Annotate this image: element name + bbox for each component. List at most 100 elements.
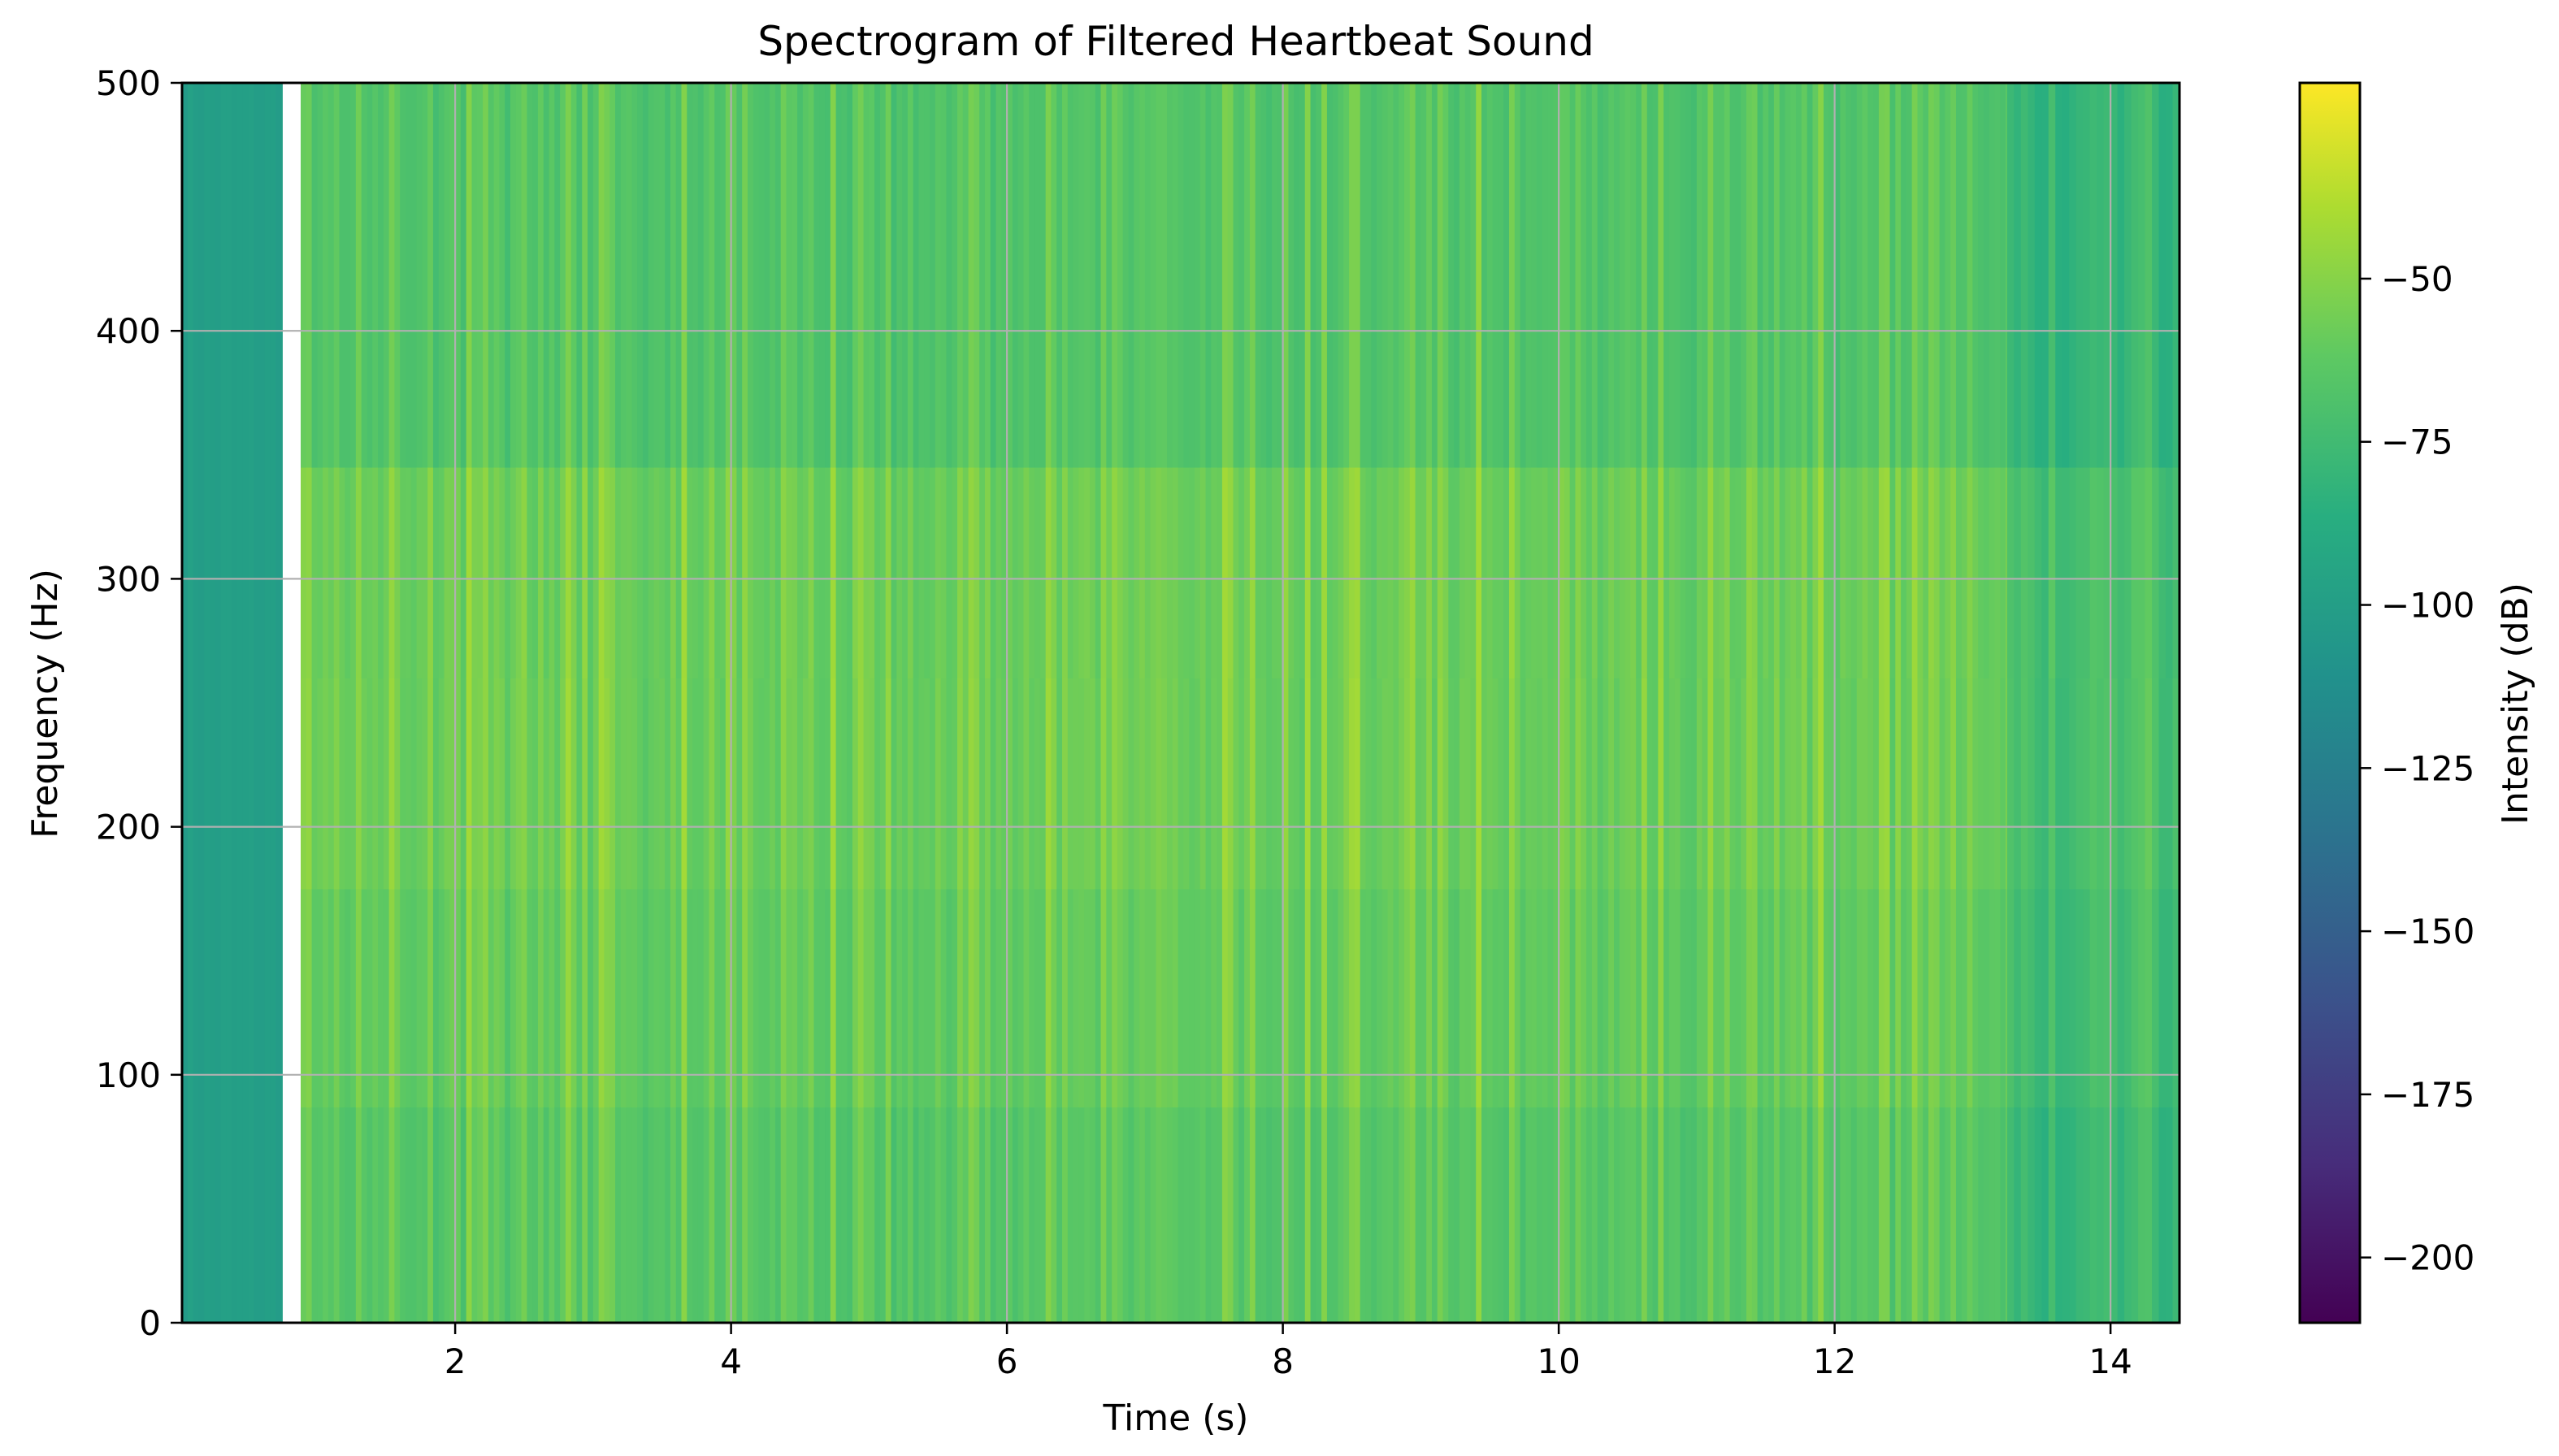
spectrogram-cell [2041, 1107, 2049, 1323]
spectrogram-cell [592, 467, 600, 678]
spectrogram-cell [1122, 83, 1130, 468]
spectrogram-cell [1735, 678, 1741, 890]
spectrogram-cell [1746, 888, 1753, 1107]
spectrogram-cell [1067, 467, 1074, 678]
spectrogram-cell [1454, 467, 1460, 678]
spectrogram-cell [2083, 467, 2091, 678]
spectrogram-cell [1365, 1107, 1372, 1323]
spectrogram-cell [2000, 83, 2006, 468]
spectrogram-cell [2083, 1107, 2091, 1323]
spectrogram-column [264, 83, 271, 1323]
spectrogram-cell [1691, 1107, 1698, 1323]
spectrogram-cell [460, 678, 467, 890]
spectrogram-cell [770, 1107, 776, 1323]
spectrogram-cell [1967, 467, 1973, 678]
spectrogram-cell [355, 1107, 362, 1323]
spectrogram-cell [802, 467, 809, 678]
spectrogram-cell [1818, 678, 1824, 890]
spectrogram-cell [1387, 83, 1394, 468]
spectrogram-cell [1624, 83, 1631, 468]
spectrogram-cell [620, 467, 627, 678]
spectrogram-cell [306, 678, 313, 890]
spectrogram-cell [1746, 83, 1753, 468]
spectrogram-cell [891, 888, 897, 1107]
spectrogram-cell [1205, 888, 1212, 1107]
spectrogram-cell [1553, 888, 1559, 1107]
spectrogram-cell [1806, 83, 1814, 468]
spectrogram-cell [1917, 83, 1924, 468]
spectrogram-cell [940, 1107, 948, 1323]
spectrogram-cell [1824, 678, 1830, 890]
spectrogram-cell [720, 1107, 726, 1323]
spectrogram-cell [940, 83, 948, 468]
spectrogram-cell [1183, 678, 1190, 890]
spectrogram-cell [367, 467, 373, 678]
spectrogram-cell [1403, 1107, 1411, 1323]
spectrogram-cell [1464, 467, 1472, 678]
spectrogram-cell [2117, 678, 2125, 890]
spectrogram-column [232, 83, 238, 1323]
spectrogram-cell [835, 1107, 843, 1323]
spectrogram-cell [1636, 888, 1642, 1107]
spectrogram-cell [1238, 83, 1245, 468]
spectrogram-cell [1217, 678, 1223, 890]
spectrogram-cell [1007, 467, 1013, 678]
spectrogram-cell [1167, 1107, 1173, 1323]
spectrogram-cell [1299, 888, 1306, 1107]
spectrogram-cell [405, 678, 412, 890]
spectrogram-column [275, 83, 282, 1323]
spectrogram-cell [1663, 83, 1670, 468]
spectrogram-cell [2158, 888, 2166, 1107]
spectrogram-column [204, 83, 210, 1323]
spectrogram-cell [1724, 888, 1731, 1107]
spectrogram-cell [620, 678, 627, 890]
spectrogram-cell [742, 467, 748, 678]
spectrogram-cell [1901, 83, 1907, 468]
spectrogram-cell [1332, 888, 1339, 1107]
spectrogram-cell [1316, 888, 1322, 1107]
spectrogram-cell [1559, 678, 1565, 890]
spectrogram-cell [1045, 467, 1052, 678]
spectrogram-cell [1255, 888, 1262, 1107]
spectrogram-cell [1569, 467, 1577, 678]
spectrogram-cell [1260, 678, 1267, 890]
spectrogram-cell [813, 678, 820, 890]
spectrogram-cell [1895, 83, 1902, 468]
spectrogram-cell [510, 1107, 517, 1323]
spectrogram-cell [554, 467, 561, 678]
spectrogram-cell [1796, 1107, 1802, 1323]
spectrogram-cell [1238, 1107, 1245, 1323]
y-tick-label: 0 [139, 1303, 161, 1343]
spectrogram-cell [477, 83, 484, 468]
spectrogram-cell [648, 1107, 655, 1323]
spectrogram-cell [1785, 1107, 1791, 1323]
spectrogram-cell [924, 467, 930, 678]
spectrogram-cell [1437, 888, 1444, 1107]
spectrogram-cell [1266, 83, 1273, 468]
spectrogram-cell [339, 467, 345, 678]
spectrogram-cell [1850, 83, 1858, 468]
y-tick-label: 100 [96, 1055, 161, 1095]
spectrogram-cell [1017, 467, 1025, 678]
spectrogram-cell [1741, 467, 1747, 678]
spectrogram-cell [913, 888, 920, 1107]
spectrogram-cell [1134, 888, 1140, 1107]
spectrogram-cell [1233, 678, 1239, 890]
spectrogram-cell [1906, 888, 1913, 1107]
spectrogram-cell [974, 678, 980, 890]
spectrogram-cell [604, 678, 610, 890]
spectrogram-cell [1056, 888, 1063, 1107]
spectrogram-cell [1575, 1107, 1581, 1323]
spectrogram-cell [620, 888, 627, 1107]
spectrogram-cell [1509, 467, 1516, 678]
spectrogram-cell [1498, 83, 1504, 468]
spectrogram-cell [1178, 1107, 1184, 1323]
spectrogram-cell [372, 83, 379, 468]
spectrogram-cell [957, 467, 964, 678]
spectrogram-cell [1139, 467, 1146, 678]
spectrogram-cell [432, 83, 440, 468]
spectrogram-cell [1983, 83, 1990, 468]
spectrogram-cell [974, 467, 980, 678]
spectrogram-cell [879, 467, 887, 678]
spectrogram-cell [427, 888, 434, 1107]
